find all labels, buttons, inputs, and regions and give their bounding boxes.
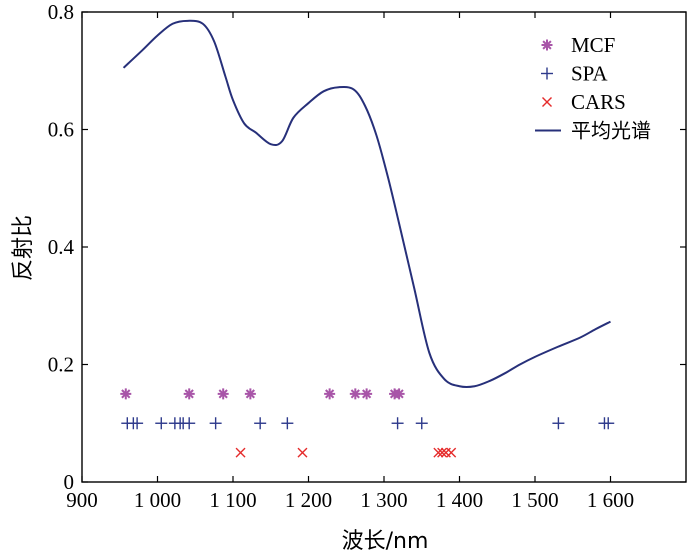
x-tick-label: 900 bbox=[66, 488, 98, 512]
y-tick-label: 0.8 bbox=[48, 0, 74, 24]
spa-point bbox=[155, 417, 168, 430]
mcf-point bbox=[361, 388, 373, 400]
mcf-point bbox=[217, 388, 229, 400]
x-tick-label: 1 000 bbox=[134, 488, 181, 512]
cars-point bbox=[446, 447, 457, 458]
spa-point bbox=[552, 417, 565, 430]
mcf-point bbox=[183, 388, 195, 400]
y-tick-label: 0 bbox=[64, 470, 75, 494]
x-tick-label: 1 600 bbox=[587, 488, 634, 512]
x-tick-label: 1 200 bbox=[285, 488, 332, 512]
spa-point bbox=[131, 417, 144, 430]
legend-label-spa: SPA bbox=[571, 62, 608, 86]
legend-label-mean-spectrum: 平均光谱 bbox=[571, 119, 651, 143]
spa-point bbox=[391, 417, 404, 430]
cars-point bbox=[437, 447, 448, 458]
spa-point bbox=[209, 417, 222, 430]
x-axis-title: 波长/nm bbox=[342, 529, 429, 554]
legend-marker-spa bbox=[541, 67, 553, 80]
spa-point bbox=[415, 417, 428, 430]
cars-point bbox=[433, 447, 444, 458]
y-tick-label: 0.4 bbox=[48, 235, 75, 259]
mcf-point bbox=[324, 388, 336, 400]
x-tick-label: 1 100 bbox=[209, 488, 256, 512]
cars-point bbox=[235, 447, 246, 458]
legend-marker-mcf bbox=[541, 39, 553, 51]
y-axis-title: 反射比 bbox=[11, 215, 36, 281]
mcf-point bbox=[349, 388, 361, 400]
mcf-point bbox=[393, 388, 405, 400]
x-tick-label: 1 400 bbox=[436, 488, 483, 512]
mean-spectrum-line bbox=[122, 19, 611, 389]
legend-label-mcf: MCF bbox=[571, 33, 615, 57]
spa-point bbox=[281, 417, 294, 430]
x-tick-label: 1 500 bbox=[511, 488, 558, 512]
mcf-point bbox=[120, 388, 132, 400]
y-tick-label: 0.6 bbox=[48, 118, 74, 142]
legend-marker-cars bbox=[542, 97, 552, 107]
legend-label-cars: CARS bbox=[571, 90, 626, 114]
spa-point bbox=[254, 417, 267, 430]
spa-point bbox=[183, 417, 196, 430]
cars-point bbox=[297, 447, 308, 458]
x-tick-label: 1 300 bbox=[360, 488, 407, 512]
mcf-point bbox=[244, 388, 256, 400]
y-tick-label: 0.2 bbox=[48, 353, 74, 377]
spa-point bbox=[602, 417, 615, 430]
